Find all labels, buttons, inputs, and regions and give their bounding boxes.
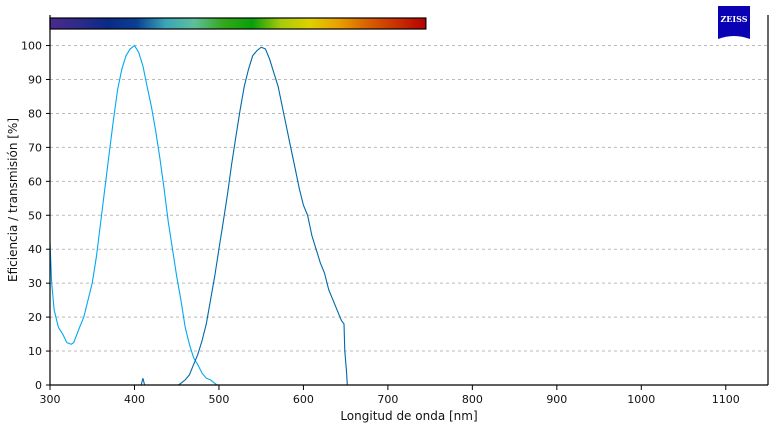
x-tick-label: 800 — [462, 393, 483, 406]
grid — [50, 45, 768, 352]
x-tick-label: 400 — [124, 393, 145, 406]
y-tick-label: 30 — [28, 277, 42, 290]
x-tick-label: 500 — [208, 393, 229, 406]
y-tick-label: 90 — [28, 73, 42, 86]
y-tick-label: 60 — [28, 175, 42, 188]
y-tick-label: 20 — [28, 311, 42, 324]
x-tick-label: 600 — [293, 393, 314, 406]
y-tick-label: 50 — [28, 209, 42, 222]
spectrum-color-bar — [49, 17, 427, 30]
y-tick-label: 0 — [35, 379, 42, 392]
y-tick-label: 10 — [28, 345, 42, 358]
y-tick-label: 70 — [28, 141, 42, 154]
y-tick-label: 40 — [28, 243, 42, 256]
svg-text:ZEISS: ZEISS — [720, 14, 747, 24]
y-tick-label: 80 — [28, 107, 42, 120]
x-tick-label: 300 — [40, 393, 61, 406]
axes — [49, 15, 769, 386]
x-tick-label: 900 — [546, 393, 567, 406]
y-axis-label: Eficiencia / transmisión [%] — [6, 118, 20, 282]
series-line-1 — [49, 44, 218, 386]
x-axis-label: Longitud de onda [nm] — [340, 409, 477, 423]
x-tick-label: 1000 — [627, 393, 655, 406]
x-tick-label: 1100 — [712, 393, 740, 406]
x-tick-label: 700 — [377, 393, 398, 406]
y-tick-label: 100 — [21, 40, 42, 53]
series-line-2 — [138, 46, 348, 386]
zeiss-logo: ZEISS — [718, 6, 750, 39]
